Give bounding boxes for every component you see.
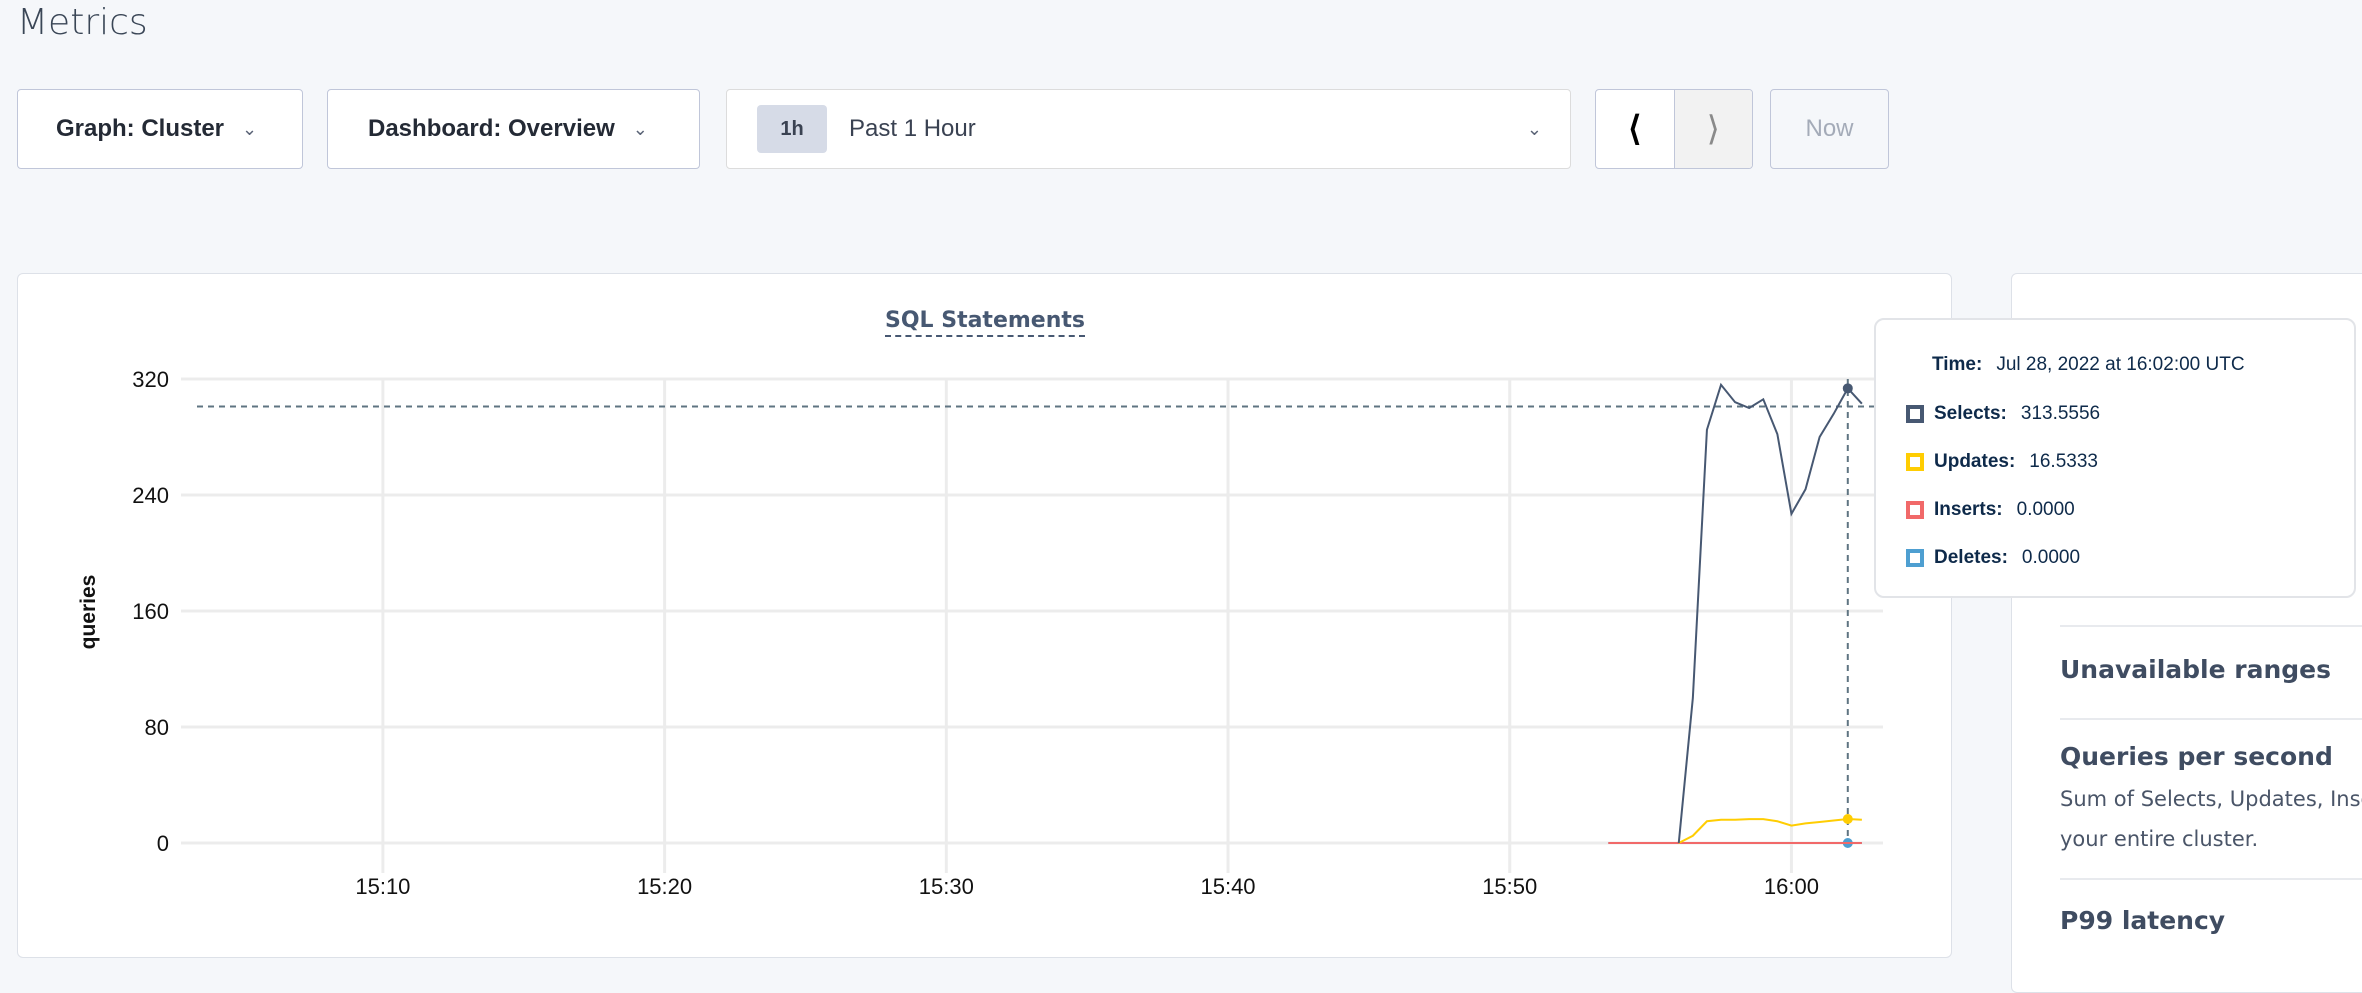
y-tick-label: 320: [132, 367, 169, 392]
selects-swatch-icon: [1906, 405, 1924, 423]
y-tick-label: 0: [157, 831, 169, 856]
deletes-swatch-icon: [1906, 549, 1924, 567]
page-title: Metrics: [17, 2, 148, 43]
divider: [2060, 625, 2362, 627]
qps-heading: Queries per second: [2060, 742, 2333, 771]
x-tick-label: 15:10: [355, 874, 410, 899]
tooltip-time-label: Time:: [1932, 354, 1983, 375]
y-tick-label: 80: [145, 715, 169, 740]
x-tick-label: 15:40: [1200, 874, 1255, 899]
x-tick-label: 15:50: [1482, 874, 1537, 899]
tooltip-value: 16.5333: [2029, 451, 2098, 472]
tooltip-label: Inserts:: [1934, 499, 2003, 520]
chart-tooltip: Time: Jul 28, 2022 at 16:02:00 UTC Select…: [1874, 318, 2356, 598]
y-tick-label: 240: [132, 483, 169, 508]
series-line-selects: [1677, 382, 1863, 844]
hover-point-updates: [1842, 814, 1853, 825]
x-tick-label: 15:30: [919, 874, 974, 899]
time-range-badge: 1h: [757, 105, 827, 153]
updates-swatch-icon: [1906, 453, 1924, 471]
tooltip-label: Updates:: [1934, 451, 2016, 472]
chevron-down-icon: ⌄: [242, 118, 258, 139]
x-tick-label: 15:20: [637, 874, 692, 899]
chevron-down-icon: ⌄: [1526, 118, 1542, 139]
sql-statements-chart[interactable]: 0 80 160 240 320 15:10 15:20 15:30 15:40 15:50 16:…: [0, 0, 2362, 966]
divider: [2060, 878, 2362, 880]
series-line-updates: [1678, 818, 1862, 844]
tooltip-label: Selects:: [1934, 403, 2007, 424]
graph-select[interactable]: Graph: Cluster ⌄: [17, 89, 303, 169]
tooltip-label: Deletes:: [1934, 547, 2008, 568]
tooltip-value: 0.0000: [2021, 547, 2081, 568]
chevron-left-icon[interactable]: ⟨: [1628, 110, 1642, 148]
chevron-right-icon[interactable]: ⟩: [1673, 90, 1752, 168]
qps-description: Sum of Selects, Updates, Inser: [2060, 787, 2362, 811]
time-nav: ⟨ ⟩: [1595, 89, 1753, 169]
x-tick-label: 16:00: [1764, 874, 1819, 899]
dashboard-select[interactable]: Dashboard: Overview ⌄: [327, 89, 700, 169]
unavailable-ranges-heading: Unavailable ranges: [2060, 655, 2331, 684]
chart-title[interactable]: SQL Statements: [885, 308, 1085, 337]
tooltip-time-value: Jul 28, 2022 at 16:02:00 UTC: [1996, 354, 2245, 375]
tooltip-value: 313.5556: [2020, 403, 2101, 424]
divider: [2060, 718, 2362, 720]
time-range-label: Past 1 Hour: [849, 115, 976, 142]
chevron-down-icon: ⌄: [632, 118, 648, 139]
qps-description: your entire cluster.: [2060, 827, 2259, 851]
inserts-swatch-icon: [1906, 501, 1924, 519]
p99-latency-heading: P99 latency: [2060, 906, 2226, 935]
graph-select-label: Graph: Cluster: [56, 115, 225, 142]
dashboard-select-label: Dashboard: Overview: [368, 115, 615, 142]
tooltip-value: 0.0000: [2016, 499, 2075, 520]
now-button[interactable]: Now: [1770, 89, 1889, 169]
time-range-select[interactable]: 1h Past 1 Hour ⌄: [726, 89, 1571, 169]
y-axis-label: queries: [77, 575, 100, 650]
y-tick-label: 160: [132, 599, 169, 624]
hover-point-selects: [1842, 383, 1853, 394]
